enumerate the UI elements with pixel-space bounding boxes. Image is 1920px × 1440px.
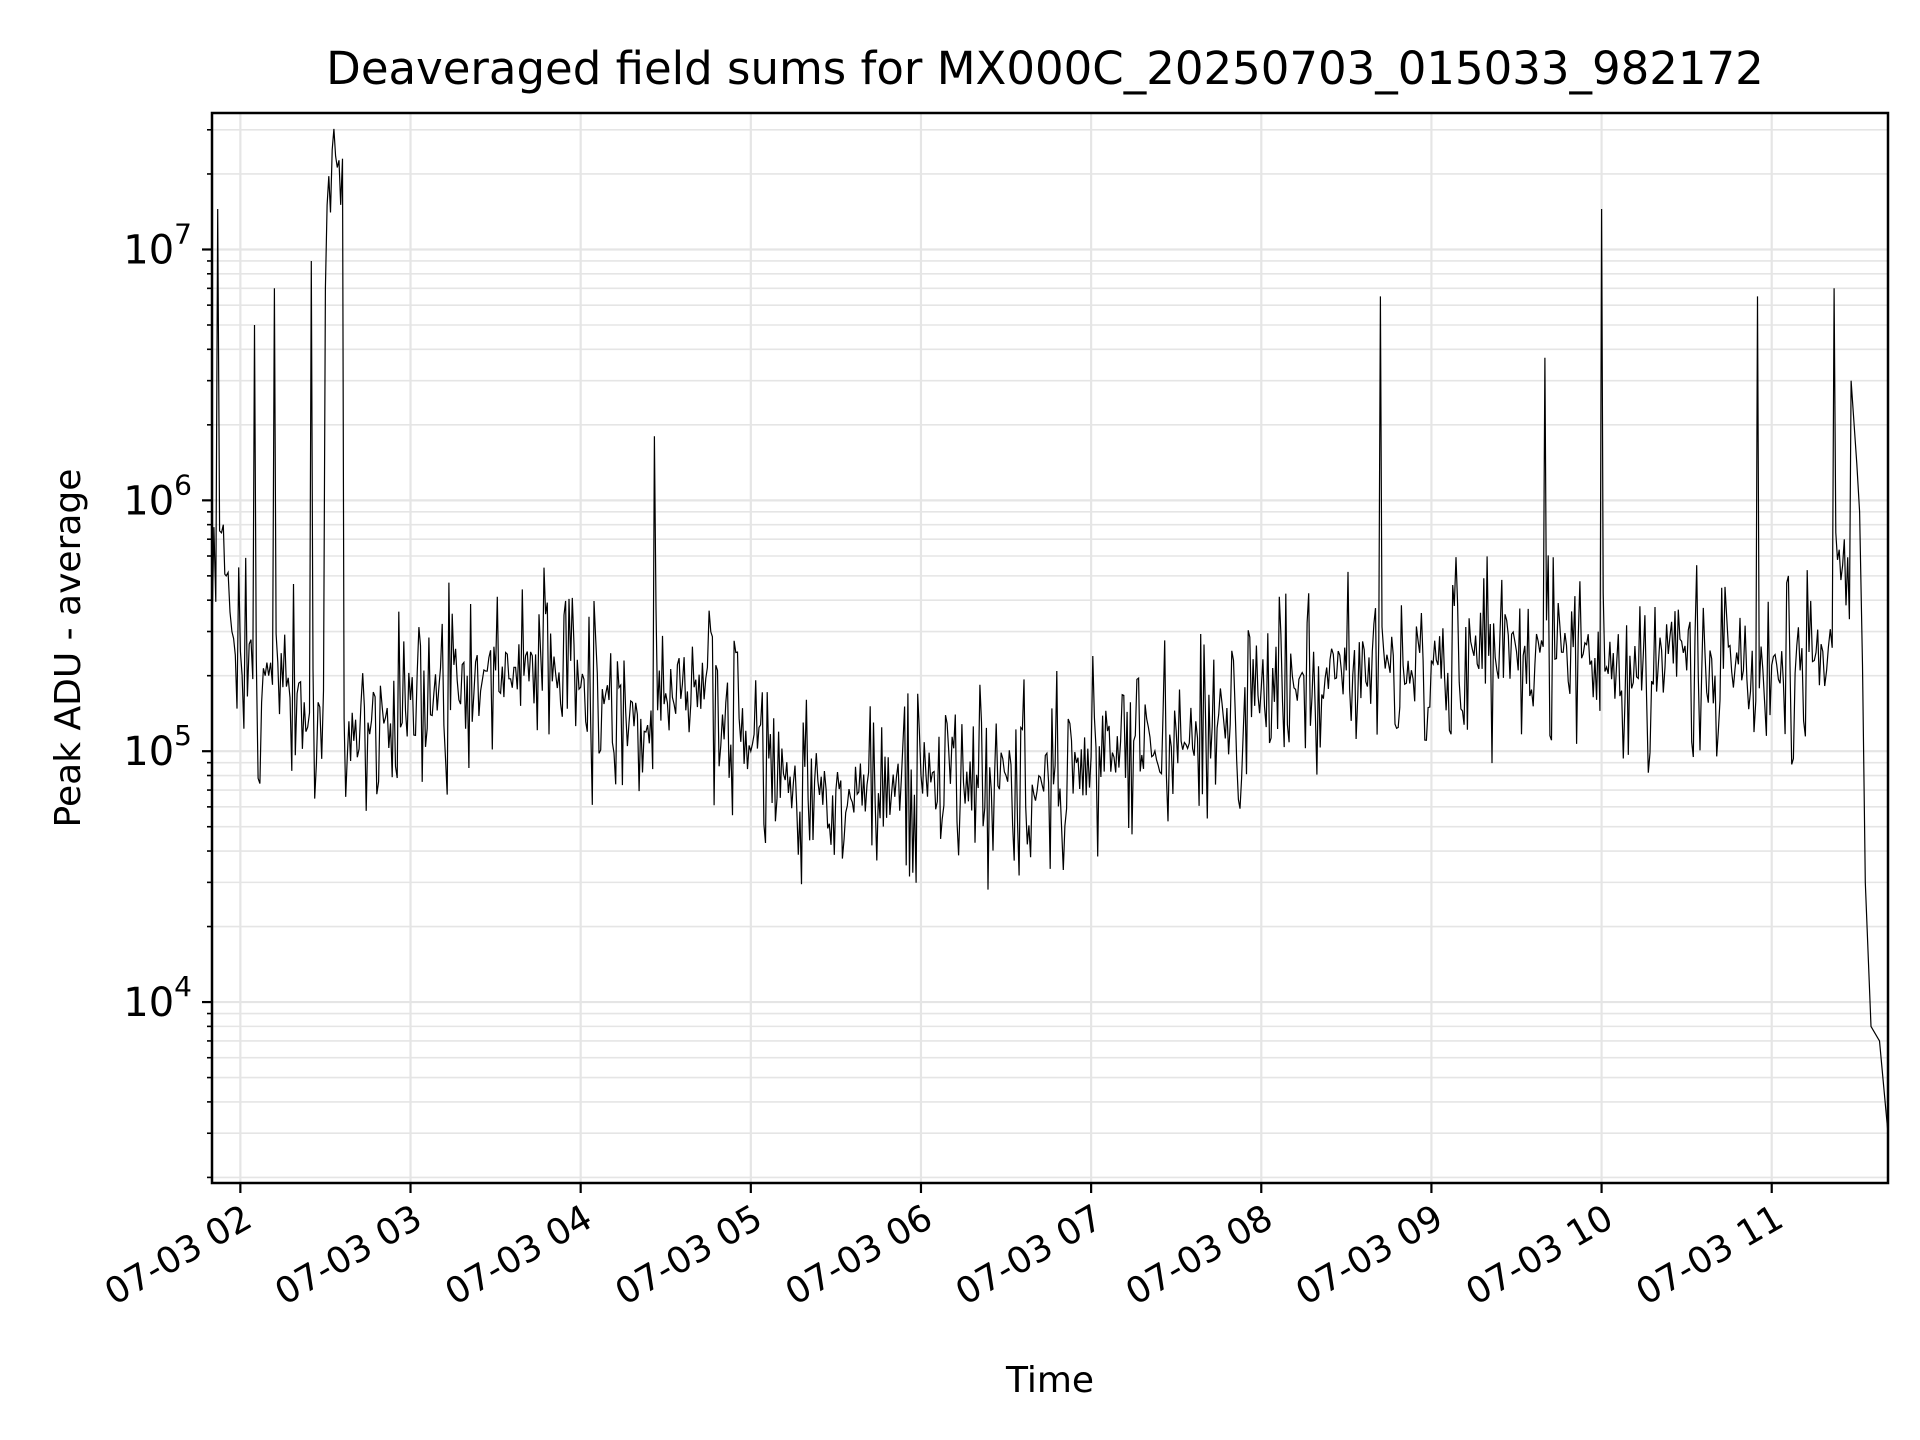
y-tick-label: 107 — [123, 217, 192, 273]
y-axis-label: Peak ADU - average — [48, 469, 89, 828]
plot-frame — [210, 111, 1890, 1185]
series-layer — [211, 128, 1889, 1134]
y-tick-label: 104 — [123, 970, 192, 1026]
y-tick-label: 106 — [123, 468, 192, 524]
x-axis-label: Time — [1005, 1360, 1094, 1401]
y-axis: 104 105 106 107 — [123, 128, 212, 1179]
series-line — [211, 128, 1889, 1134]
y-tick-label: 105 — [123, 719, 192, 775]
chart-title: Deaveraged field sums for MX000C_2025070… — [326, 42, 1764, 95]
